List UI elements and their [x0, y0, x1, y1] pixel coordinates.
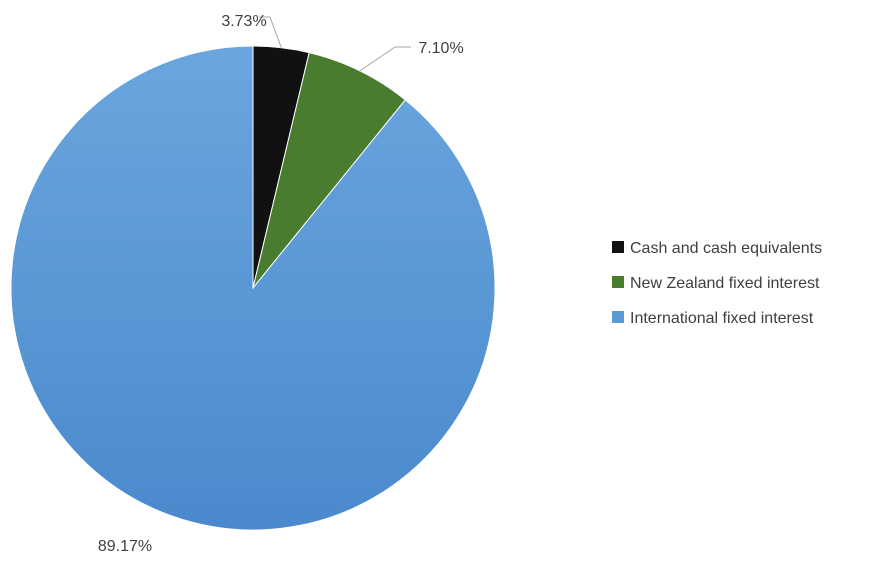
legend-label: New Zealand fixed interest — [630, 275, 820, 292]
legend-swatch — [612, 311, 624, 323]
legend-label: Cash and cash equivalents — [630, 240, 822, 257]
legend-item-new-zealand-fixed-interest: New Zealand fixed interest — [612, 275, 820, 292]
data-labels: 3.73% 7.10% 89.17% — [98, 13, 464, 555]
pie-slices — [10, 45, 496, 531]
leader-lines — [259, 16, 411, 72]
pie-slice-new-zealand-fixed-interest — [252, 52, 406, 289]
legend-item-international-fixed-interest: International fixed interest — [612, 310, 814, 327]
data-label-cash-and-cash-equivalents: 3.73% — [221, 13, 266, 30]
pie-slice-international-fixed-interest — [10, 45, 496, 531]
leader-line-new-zealand-fixed-interest — [359, 46, 411, 72]
legend-label: International fixed interest — [630, 310, 814, 327]
data-label-international-fixed-interest: 89.17% — [98, 538, 152, 555]
data-label-new-zealand-fixed-interest: 7.10% — [418, 40, 463, 57]
legend: Cash and cash equivalents New Zealand fix… — [612, 240, 822, 327]
legend-swatch — [612, 276, 624, 288]
legend-item-cash-and-cash-equivalents: Cash and cash equivalents — [612, 240, 822, 257]
leader-line-cash-and-cash-equivalents — [259, 16, 282, 48]
legend-swatch — [612, 241, 624, 253]
